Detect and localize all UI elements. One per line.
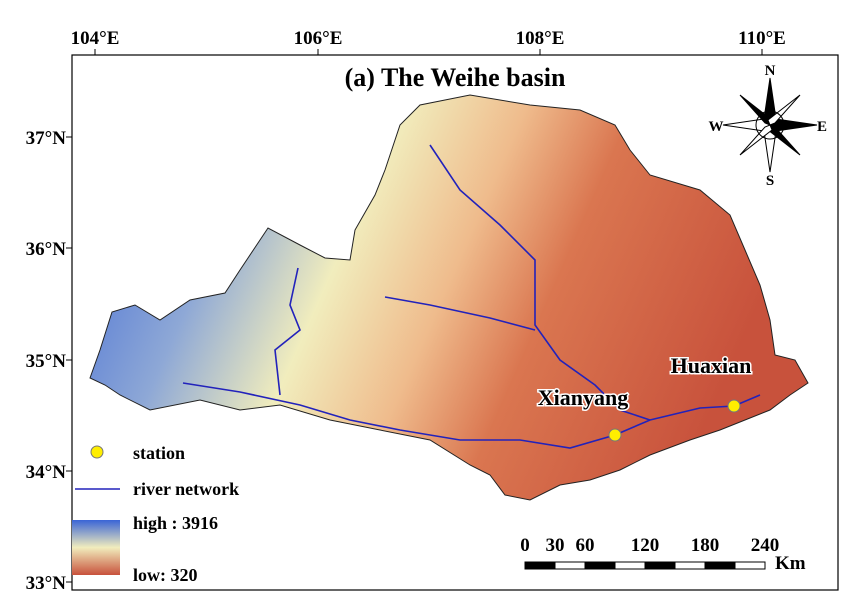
scale-segment — [524, 561, 556, 570]
longitude-label: 110°E — [738, 28, 786, 49]
longitude-label: 104°E — [71, 28, 120, 49]
compass — [722, 77, 818, 173]
legend-label: station — [133, 443, 185, 463]
river-network — [182, 144, 761, 449]
river — [182, 382, 761, 449]
scale-segment — [704, 561, 736, 570]
river — [384, 296, 536, 331]
scale-label: 180 — [691, 535, 720, 556]
scale-label: 0 — [520, 535, 530, 556]
station-label: Xianyang — [538, 385, 628, 410]
scale-segment — [734, 561, 766, 570]
legend-label: low: 320 — [133, 565, 198, 585]
compass-letter: E — [817, 119, 827, 135]
longitude-label: 106°E — [294, 28, 343, 49]
latitude-label: 36°N — [26, 239, 67, 260]
map-title: (a) The Weihe basin — [345, 63, 566, 92]
compass-letter: N — [765, 63, 776, 79]
latitude-label: 37°N — [26, 128, 67, 149]
legend-label: high : 3916 — [133, 513, 218, 533]
legend-station-symbol — [90, 445, 104, 459]
latitude-label: 34°N — [26, 462, 67, 483]
scale-label: 30 — [546, 535, 565, 556]
scale-label: 120 — [631, 535, 660, 556]
latitude-label: 33°N — [26, 573, 67, 594]
scale-segment — [584, 561, 616, 570]
station-label: Huaxian — [671, 353, 752, 378]
scale-segment — [644, 561, 676, 570]
scale-label: 60 — [576, 535, 595, 556]
river — [274, 267, 301, 396]
compass-letter: S — [766, 173, 774, 189]
compass-letter: W — [709, 119, 724, 135]
scale-segment — [614, 561, 646, 570]
scale-segment — [674, 561, 706, 570]
station — [608, 428, 622, 442]
scale-segment — [554, 561, 586, 570]
station — [727, 399, 741, 413]
latitude-label: 35°N — [26, 351, 67, 372]
legend-label: river network — [133, 479, 239, 499]
longitude-label: 108°E — [516, 28, 565, 49]
river — [429, 144, 651, 421]
legend-elevation-ramp — [72, 520, 120, 575]
scale-label: 240 — [751, 535, 780, 556]
scale-unit: Km — [775, 553, 806, 574]
